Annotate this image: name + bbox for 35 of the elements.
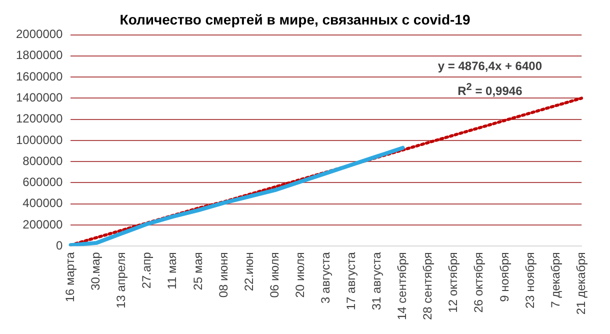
y-tick-label: 1600000 — [16, 69, 64, 84]
x-tick-label: 13 апреля — [114, 252, 128, 308]
x-tick-label: 20 июля — [292, 252, 307, 298]
x-tick-label: 26 октября — [472, 252, 486, 313]
x-tick-label: 23 ноября — [522, 252, 537, 309]
x-tick-label: 22.июн — [242, 252, 256, 292]
x-tick-label: 31 августа — [370, 252, 384, 310]
x-tick-label: 25 мая — [190, 252, 205, 290]
x-tick-label: 08 июня — [216, 252, 230, 298]
x-tick-label: 9 ноября — [497, 252, 512, 302]
y-tick-label: 600000 — [22, 175, 64, 190]
y-tick-label: 1800000 — [16, 48, 64, 62]
x-tick-label: 11 мая — [165, 252, 180, 290]
x-tick-label: 14 сентября — [395, 252, 410, 320]
annotation: y = 4876,4x + 6400 — [438, 58, 542, 75]
x-tick-label: 12 октября — [446, 252, 460, 313]
x-tick-label: 3 августа — [318, 252, 332, 304]
x-tick-label: 17 августа — [344, 252, 358, 310]
annotation: R$^{2}$ = 0,9946 — [456, 81, 524, 100]
y-tick-label: 200000 — [22, 217, 64, 232]
y-tick-label: 0 — [56, 238, 64, 252]
y-tick-label: 1400000 — [16, 90, 64, 105]
x-tick-label: 06 июля — [267, 252, 282, 298]
chart-title: Количество смертей в мире, связанных с covid-19 — [120, 11, 470, 28]
x-tick-label: 27.апр — [140, 252, 154, 289]
x-tick-label: 30.мар — [88, 252, 103, 290]
x-tick-label: 16 марта — [63, 252, 78, 302]
y-tick-label: 1000000 — [16, 132, 64, 147]
y-tick-label: 800000 — [22, 154, 64, 168]
y-tick-label: 2000000 — [16, 27, 64, 42]
y-tick-label: 400000 — [22, 196, 64, 210]
y-tick-label: 1200000 — [16, 112, 64, 126]
x-tick-label: 21 декабря — [574, 252, 588, 315]
x-tick-label: 7 декабря — [548, 252, 562, 308]
x-tick-label: 28 сентября — [420, 252, 435, 320]
